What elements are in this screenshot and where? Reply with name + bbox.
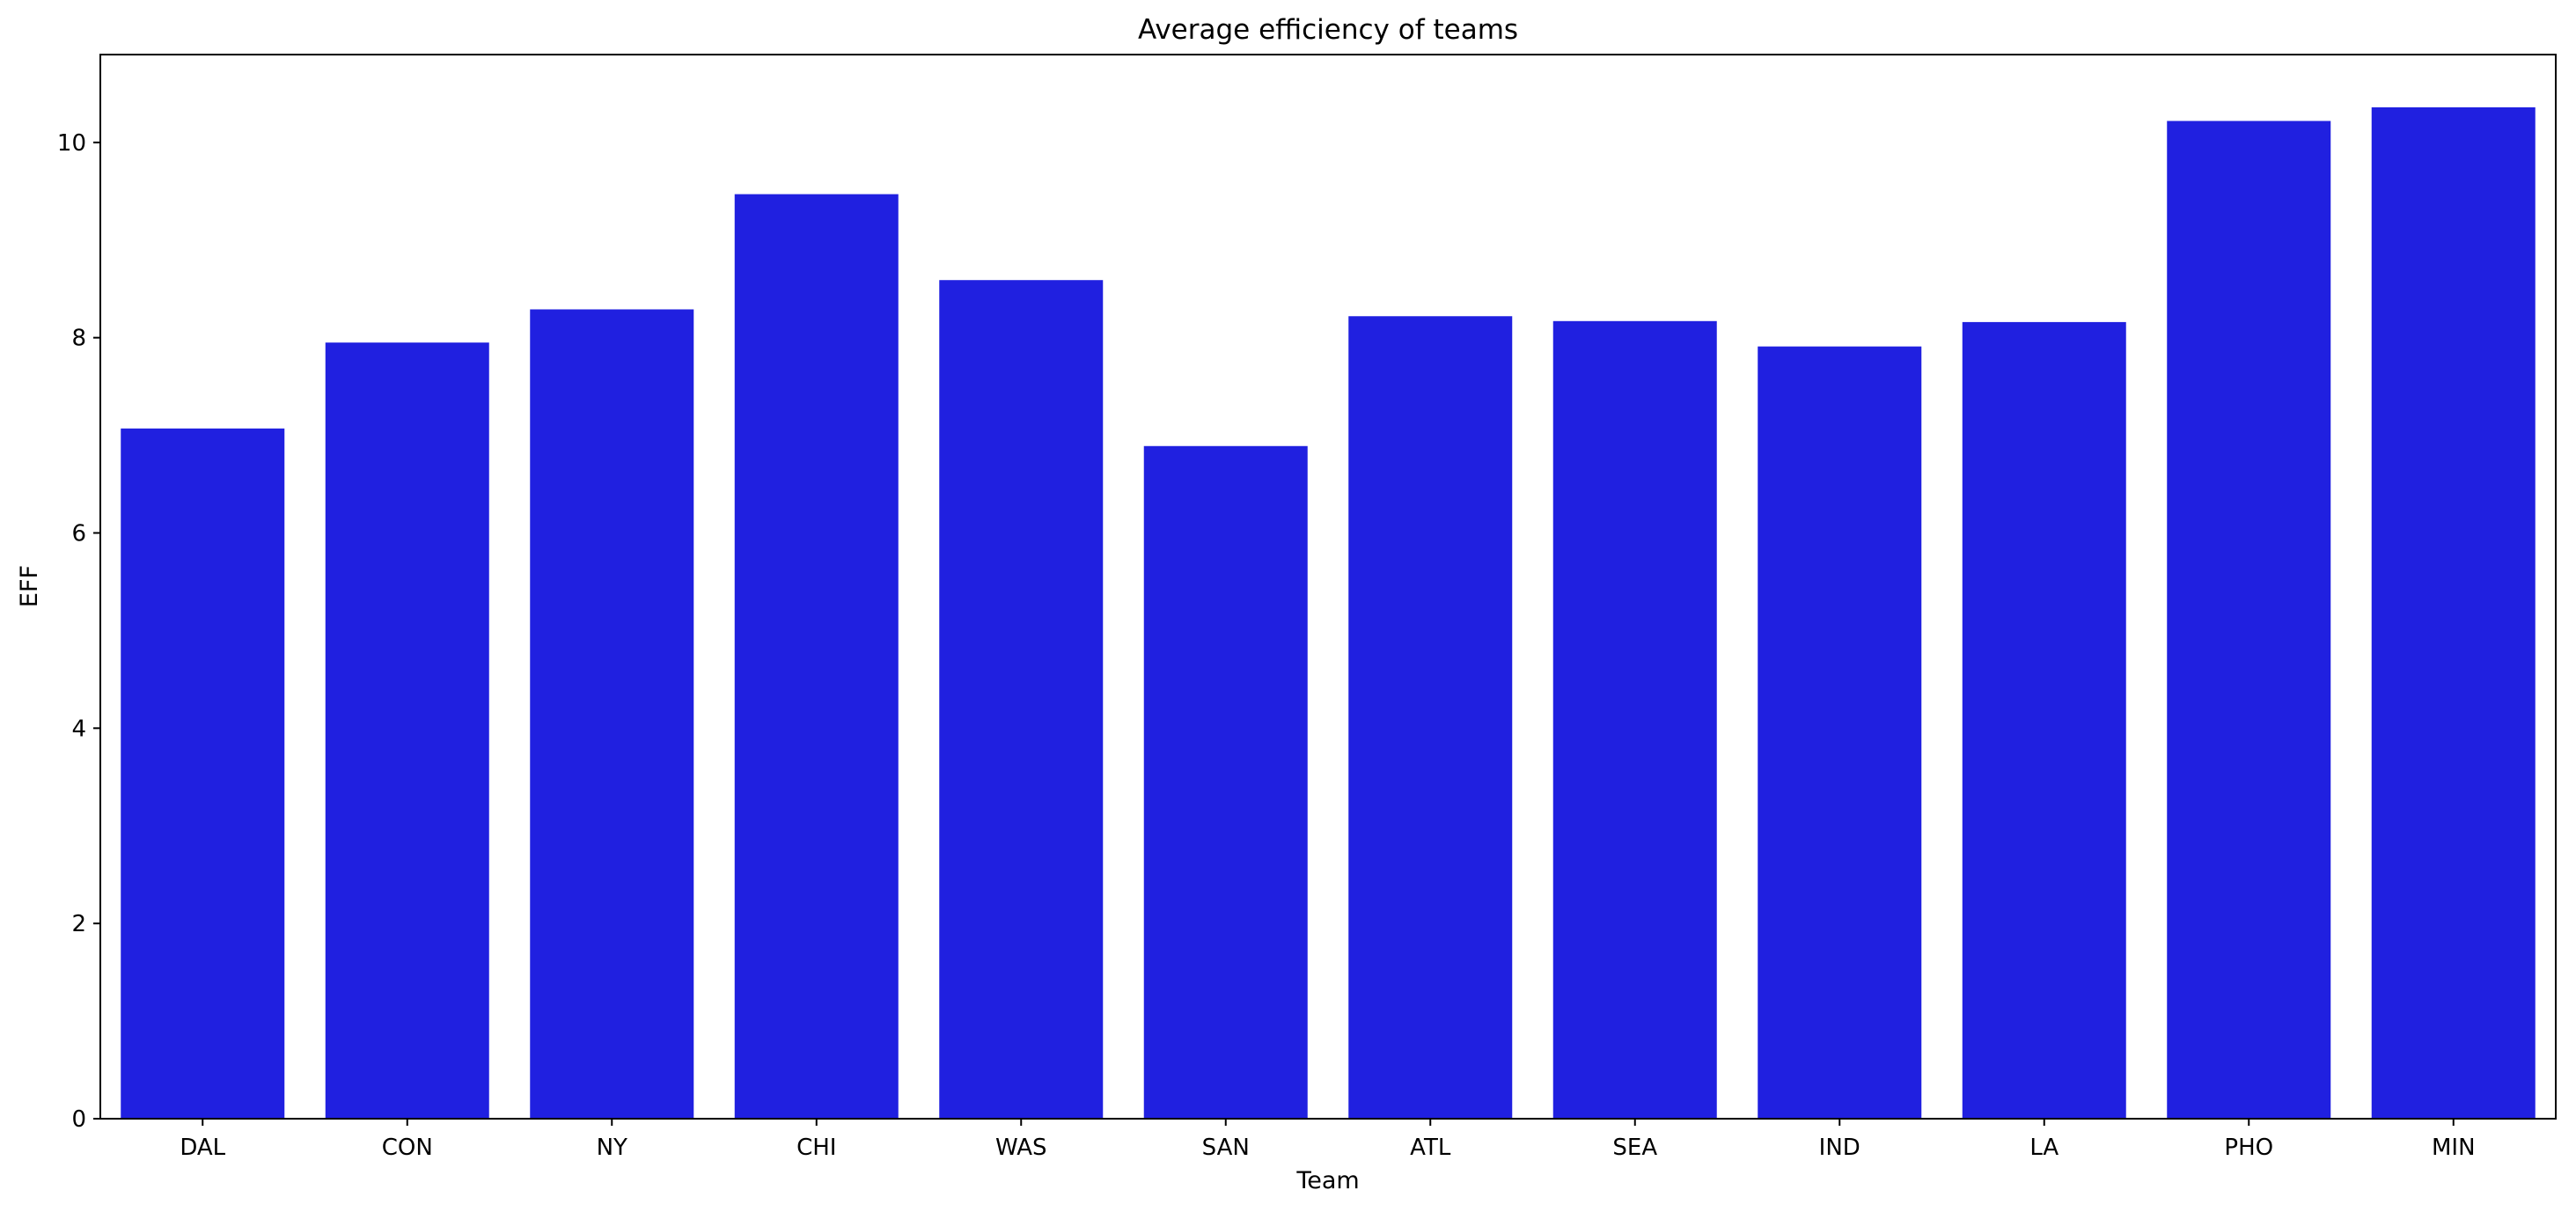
x-tick-label: ATL <box>1410 1135 1451 1161</box>
x-tick-label: PHO <box>2224 1135 2273 1161</box>
x-tick-label: CHI <box>796 1135 836 1161</box>
bars-layer <box>121 107 2536 1120</box>
bar-ny <box>530 309 694 1119</box>
bar-san <box>1143 445 1308 1119</box>
x-tick-label: SAN <box>1202 1135 1250 1161</box>
x-tick-label: IND <box>1819 1135 1860 1161</box>
y-tick-label: 0 <box>71 1106 86 1133</box>
bar-la <box>1962 321 2126 1119</box>
x-tick-label: MIN <box>2432 1135 2476 1161</box>
bar-pho <box>2167 121 2331 1119</box>
bar-was <box>939 280 1104 1120</box>
x-tick-label: CON <box>382 1135 433 1161</box>
plot-frame <box>99 54 2557 1120</box>
y-tick-label: 8 <box>71 326 86 352</box>
bar-con <box>325 342 489 1120</box>
y-tick-label: 2 <box>71 911 86 937</box>
bar-dal <box>121 428 285 1119</box>
bar-chi <box>734 194 899 1120</box>
bar-atl <box>1348 316 1513 1119</box>
bar-sea <box>1552 320 1717 1119</box>
x-axis-label: Team <box>1295 1167 1359 1194</box>
x-tick-label: LA <box>2029 1135 2059 1161</box>
y-tick-label: 10 <box>57 130 86 157</box>
bar-min <box>2371 107 2536 1119</box>
bar-ind <box>1758 346 1922 1119</box>
y-tick-label: 4 <box>71 716 86 742</box>
chart-title: Average efficiency of teams <box>1138 14 1518 46</box>
x-axis-ticks: DAL CON NY CHI WAS SAN ATL SEA IND LA PHO MIN <box>180 1119 2476 1161</box>
x-tick-label: WAS <box>995 1135 1047 1161</box>
y-axis-ticks: 0 2 4 6 8 10 <box>57 130 100 1133</box>
y-tick-label: 6 <box>71 521 86 547</box>
x-tick-label: SEA <box>1612 1135 1657 1161</box>
y-axis-label: EFF <box>16 565 43 607</box>
x-tick-label: DAL <box>180 1135 225 1161</box>
x-tick-label: NY <box>597 1135 627 1161</box>
